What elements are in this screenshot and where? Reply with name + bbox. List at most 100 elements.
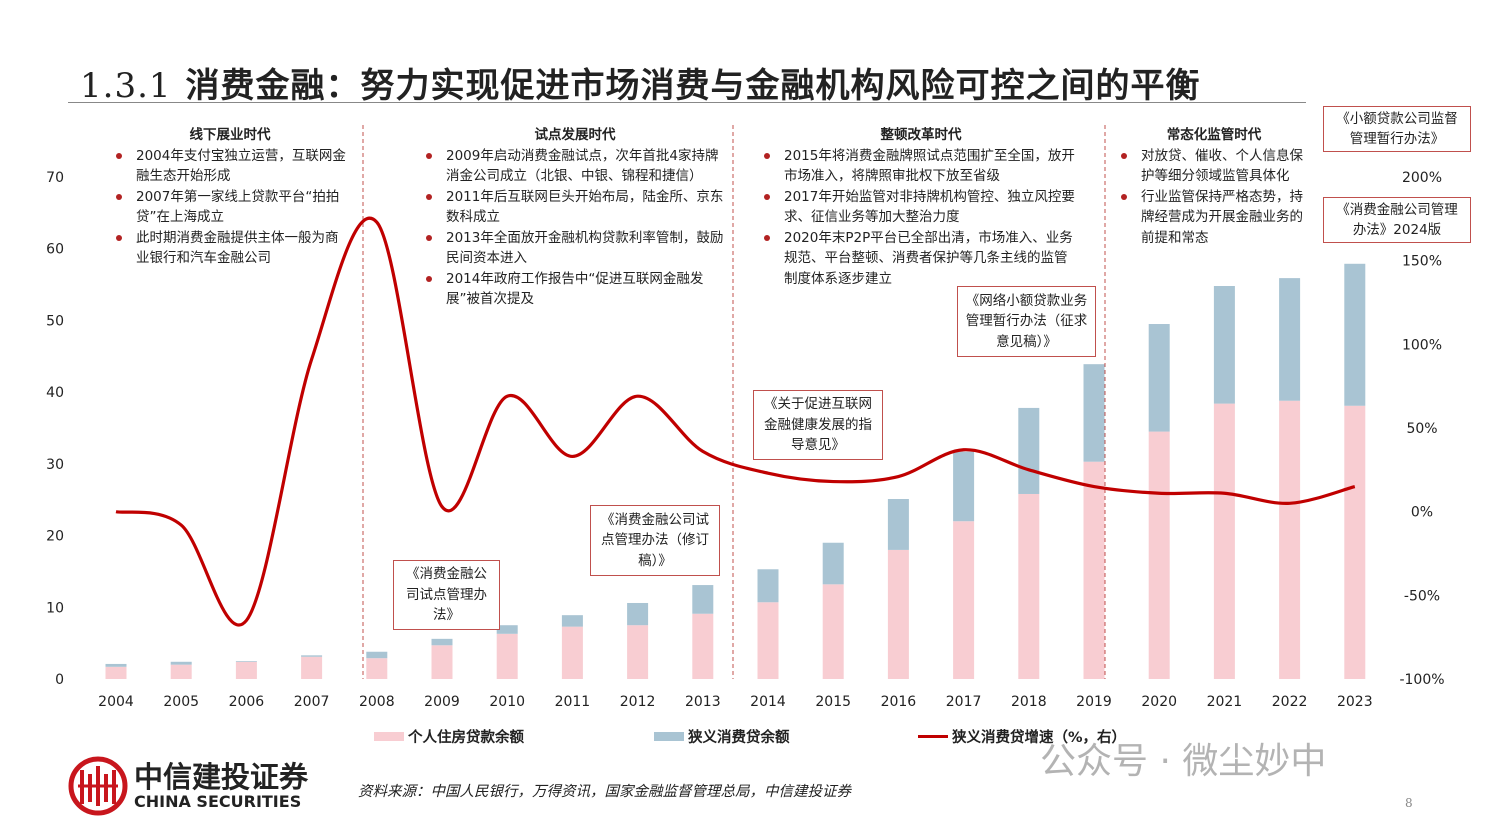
x-axis-tick: 2004 [98,694,134,710]
bar-housing [1148,431,1170,679]
bar-consumer [822,542,844,585]
bar-housing [235,661,257,679]
right-axis-tick: -50% [1404,588,1440,604]
x-axis-tick: 2021 [1207,694,1243,710]
x-axis-tick: 2023 [1337,694,1373,710]
legend-label: 狭义消费贷增速（%，右） [952,730,1127,746]
era-bullet: 此时期消费金融提供主体一般为商业银行和汽车金融公司 [114,228,346,269]
bar-housing [1083,461,1105,679]
legend-swatch [918,735,948,738]
x-axis-tick: 2005 [163,694,199,710]
bar-housing [757,602,779,679]
bar-consumer [887,498,909,550]
bar-housing [496,633,518,679]
bar-housing [627,625,649,679]
legend-consumer: 狭义消费贷余额 [654,726,790,747]
left-axis-tick: 50 [46,313,64,329]
era-title: 常态化监管时代 [1166,127,1262,143]
era-title: 试点发展时代 [534,127,616,143]
era-bullet: 对放贷、催收、个人信息保护等细分领域监管具体化 [1119,146,1309,187]
page-title: 1.3.1 消费金融：努力实现促进市场消费与金融机构风险可控之间的平衡 [80,58,1201,107]
bar-housing [822,584,844,679]
right-axis-tick: 50% [1406,421,1437,437]
era-normalized: 常态化监管时代 对放贷、催收、个人信息保护等细分领域监管具体化 行业监管保持严格态… [1119,125,1309,248]
bar-consumer [953,451,975,522]
era-bullet: 2020年末P2P平台已全部出清，市场准入、业务规范、平台整顿、消费者保护等几条… [762,228,1080,290]
legend-swatch [654,732,684,741]
era-bullet: 2017年开始监管对非持牌机构管控、独立风控要求、征信业务等加大整治力度 [762,187,1080,228]
bar-consumer [1344,263,1366,406]
x-axis-tick: 2020 [1141,694,1177,710]
bar-consumer [170,661,192,665]
left-axis-tick: 20 [46,529,64,545]
right-axis-tick: 0% [1411,505,1433,521]
annotation-box: 《消费金融公司试点管理办法》 [393,560,500,630]
bar-housing [887,549,909,679]
x-axis-tick: 2007 [294,694,330,710]
legend-label: 个人住房贷款余额 [408,730,524,746]
bar-consumer [301,655,323,657]
bar-consumer [235,661,257,662]
x-axis-tick: 2015 [815,694,851,710]
era-bullet: 2004年支付宝独立运营，互联网金融生态开始形成 [114,146,346,187]
bar-consumer [1018,407,1040,494]
x-axis-tick: 2006 [229,694,265,710]
legend-housing: 个人住房贷款余额 [374,726,524,747]
bar-housing [431,645,453,679]
annotation-box: 《网络小额贷款业务管理暂行办法（征求意见稿）》 [957,286,1096,357]
left-axis-tick: 30 [46,457,64,473]
x-axis-tick: 2022 [1272,694,1308,710]
era-rectification: 整顿改革时代 2015年将消费金融牌照试点范围扩至全国，放开市场准入，将牌照审批… [762,125,1080,289]
x-axis-tick: 2019 [1076,694,1112,710]
era-bullet: 行业监管保持严格态势，持牌经营成为开展金融业务的前提和常态 [1119,187,1309,249]
bar-housing [692,613,714,679]
bar-consumer [105,663,127,667]
x-axis-tick: 2014 [750,694,786,710]
bar-consumer [757,569,779,603]
bar-housing [1018,493,1040,679]
era-bullet: 2007年第一家线上贷款平台“拍拍贷”在上海成立 [114,187,346,228]
era-title: 整顿改革时代 [880,127,962,143]
bar-housing [561,626,583,679]
bar-consumer [627,602,649,626]
bar-consumer [496,625,518,634]
annotation-box: 《消费金融公司试点管理办法（修订稿）》 [590,505,720,576]
era-bullet: 2009年启动消费金融试点，次年首批4家持牌消金公司成立（北银、中银、锦程和捷信… [424,146,726,187]
bar-consumer [1279,278,1301,401]
x-axis-tick: 2018 [1011,694,1047,710]
bar-housing [1213,403,1235,679]
logo-emblem-icon [68,756,128,816]
left-axis-tick: 10 [46,600,64,616]
x-axis-tick: 2017 [946,694,982,710]
logo-en: CHINA SECURITIES [134,792,302,811]
left-axis-tick: 70 [46,170,64,186]
era-bullet: 2014年政府工作报告中“促进互联网金融发展”被首次提及 [424,269,726,310]
annotation-box: 《消费金融公司管理办法》2024版 [1323,197,1471,243]
era-title: 线下展业时代 [189,127,271,143]
bar-housing [105,666,127,679]
left-axis-tick: 0 [55,672,64,688]
bar-consumer [1213,286,1235,404]
bar-housing [953,521,975,679]
annotation-box: 《关于促进互联网金融健康发展的指导意见》 [753,390,883,460]
left-axis-tick: 40 [46,385,64,401]
bar-housing [1344,405,1366,679]
bar-consumer [1148,324,1170,432]
x-axis-tick: 2011 [555,694,591,710]
bar-housing [170,664,192,679]
x-axis-tick: 2016 [881,694,917,710]
company-logo: 中信建投证券 CHINA SECURITIES [68,756,308,816]
annotation-box: 《小额贷款公司监督管理暂行办法》 [1323,106,1471,152]
x-axis-tick: 2008 [359,694,395,710]
right-axis-tick: 150% [1402,254,1442,270]
logo-cn: 中信建投证券 [134,760,309,794]
era-bullet: 2011年后互联网巨头开始布局，陆金所、京东数科成立 [424,187,726,228]
legend-label: 狭义消费贷余额 [688,730,790,746]
era-pilot: 试点发展时代 2009年启动消费金融试点，次年首批4家持牌消金公司成立（北银、中… [424,125,726,310]
bar-consumer [1083,364,1105,462]
growth-line [115,216,1356,627]
x-axis-tick: 2010 [489,694,525,710]
bar-consumer [366,651,388,659]
right-axis-tick: 200% [1402,170,1442,186]
